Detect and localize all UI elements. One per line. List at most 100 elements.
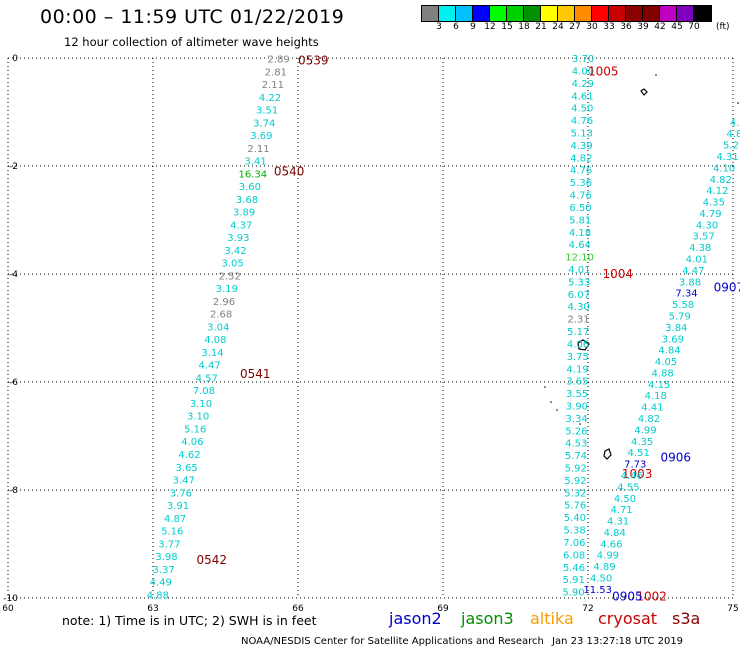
wave-height-value: 5.26 xyxy=(565,426,587,437)
wave-height-value: 4.39 xyxy=(570,141,592,152)
wave-height-value: 4.82 xyxy=(570,153,592,164)
x-tick-label: 63 xyxy=(147,604,158,614)
wave-height-value: 4.19 xyxy=(566,364,588,375)
wave-height-value: 16.34 xyxy=(238,169,267,180)
x-tick-label: 60 xyxy=(2,604,14,614)
legend-swatch xyxy=(660,6,677,21)
legend-label: 36 xyxy=(620,22,632,32)
time-label: 0542 xyxy=(197,553,228,567)
wave-height-value: 3.90 xyxy=(566,401,588,412)
wave-height-value: 3.19 xyxy=(216,284,238,295)
footer-credit: NOAA/NESDIS Center for Satellite Applica… xyxy=(241,636,544,647)
wave-height-value: 3.84 xyxy=(665,323,687,334)
wave-height-value: 11.53 xyxy=(583,585,612,596)
legend-label: 27 xyxy=(569,22,581,32)
wave-height-value: 5.40 xyxy=(564,513,586,524)
legend-label: 6 xyxy=(453,22,459,32)
satellite-legend-jason3: jason3 xyxy=(461,609,514,628)
legend-swatch xyxy=(609,6,626,21)
wave-height-value: 2.96 xyxy=(213,297,235,308)
time-label: 0539 xyxy=(298,54,329,68)
legend-label: 3 xyxy=(436,22,442,32)
legend-label: 45 xyxy=(671,22,683,32)
time-label: 0541 xyxy=(240,367,271,381)
wave-height-value: 5.46 xyxy=(563,563,585,574)
wave-height-value: 4.8 xyxy=(726,129,740,140)
wave-height-value: 3.47 xyxy=(173,476,195,487)
wave-height-value: 5.33 xyxy=(568,277,590,288)
coastline-dot xyxy=(579,423,581,425)
legend-swatch xyxy=(422,6,439,21)
wave-height-value: 3.68 xyxy=(236,195,258,206)
wave-height-value: 6.07 xyxy=(568,290,590,301)
legend-label: 12 xyxy=(484,22,496,32)
wave-height-value: 5.76 xyxy=(564,501,586,512)
wave-height-value: 3.74 xyxy=(253,118,275,129)
wave-height-value: 3.60 xyxy=(239,182,261,193)
wave-height-value: 5.13 xyxy=(571,129,593,140)
legend-label: 30 xyxy=(586,22,598,32)
wave-height-value: 3.37 xyxy=(152,565,174,576)
wave-height-value: 4.64 xyxy=(569,240,591,251)
wave-height-value: 5.74 xyxy=(565,451,587,462)
y-tick-label: -8 xyxy=(9,486,18,496)
legend-label: 42 xyxy=(654,22,666,32)
wave-height-value: 4.76 xyxy=(570,166,592,177)
legend-swatch xyxy=(575,6,592,21)
wave-height-value: 3.69 xyxy=(662,334,684,345)
time-label: 0540 xyxy=(274,164,305,178)
wave-height-value: 4.99 xyxy=(634,425,656,436)
wave-height-value: 4.82 xyxy=(710,175,732,186)
legend-label: 18 xyxy=(518,22,530,32)
wave-height-value: 4.66 xyxy=(600,539,622,550)
wave-height-value: 4.47 xyxy=(198,361,220,372)
wave-height-value: 3.10 xyxy=(187,412,209,423)
coastline-dot xyxy=(556,409,558,411)
wave-height-value: 5.90 xyxy=(562,588,584,599)
wave-height-value: 4.01 xyxy=(568,265,590,276)
wave-height-value: 4.61 xyxy=(571,91,593,102)
legend-swatch xyxy=(592,6,609,21)
legend-label: 15 xyxy=(501,22,513,32)
wave-height-value: 4.35 xyxy=(703,198,725,209)
wave-height-value: 4.05 xyxy=(655,357,677,368)
wave-height-value: 4.82 xyxy=(638,414,660,425)
wave-height-value: 3.70 xyxy=(572,54,594,65)
wave-height-value: 4.12 xyxy=(706,186,728,197)
x-tick-label: 69 xyxy=(437,604,449,614)
legend-swatch xyxy=(694,6,711,21)
wave-height-value: 4.79 xyxy=(699,209,721,220)
coastline xyxy=(640,88,648,96)
wave-height-value: 4.47 xyxy=(682,266,704,277)
wave-height-value: 3.76 xyxy=(170,488,192,499)
legend-label: 70 xyxy=(688,22,700,32)
x-tick-label: 72 xyxy=(582,604,593,614)
satellite-legend-altika: altika xyxy=(530,609,574,628)
wave-height-value: 3.55 xyxy=(566,389,588,400)
wave-height-value: 3.89 xyxy=(233,208,255,219)
wave-height-value: 4.71 xyxy=(610,505,632,516)
wave-height-value: 3.34 xyxy=(566,414,588,425)
legend-swatch xyxy=(524,6,541,21)
wave-height-value: 2.11 xyxy=(247,144,269,155)
wave-height-value: 4.06 xyxy=(181,437,203,448)
wave-height-value: 4.38 xyxy=(689,243,711,254)
wave-height-value: 5.58 xyxy=(672,300,694,311)
wave-height-value: 7.34 xyxy=(675,289,697,300)
footer-timestamp: Jan 23 13:27:18 UTC 2019 xyxy=(552,636,684,647)
wave-height-value: 3.05 xyxy=(222,259,244,270)
wave-height-value: 3.69 xyxy=(250,131,272,142)
wave-height-value: 4.29 xyxy=(572,79,594,90)
wave-height-value: 3.98 xyxy=(155,552,177,563)
legend-label: 33 xyxy=(603,22,615,32)
time-label: 1002 xyxy=(636,589,667,603)
wave-height-value: 2.81 xyxy=(265,67,287,78)
wave-height-value: 3.42 xyxy=(224,246,246,257)
time-label: 0907 xyxy=(714,281,740,295)
wave-height-value: 3.51 xyxy=(256,106,278,117)
wave-height-value: 2.31 xyxy=(567,315,589,326)
legend-swatch xyxy=(473,6,490,21)
wave-height-value: 4.62 xyxy=(178,450,200,461)
legend-swatch xyxy=(626,6,643,21)
